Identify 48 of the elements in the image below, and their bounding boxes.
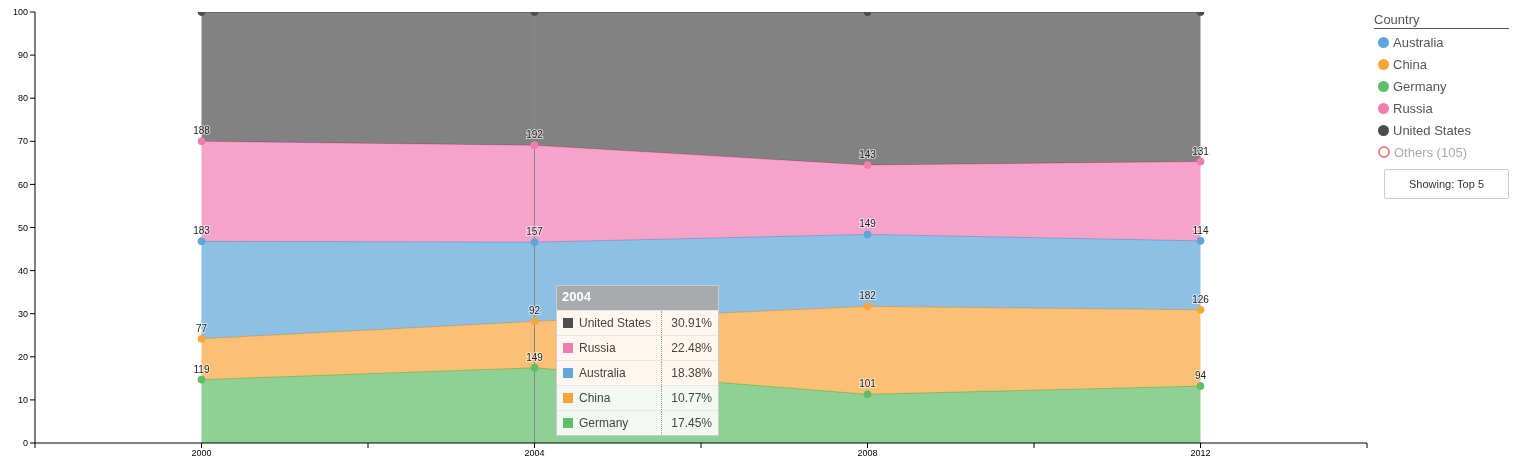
y-tick-label: 80	[17, 93, 28, 104]
annotation: 157	[526, 226, 544, 238]
annotation: 101	[859, 378, 877, 390]
x-tick-label: 2008	[857, 448, 878, 459]
annotation: 143	[859, 149, 877, 161]
showing-button: Showing: Top 5	[1384, 169, 1509, 199]
annotation: Australia	[579, 366, 626, 380]
y-tick-label: 70	[17, 136, 28, 147]
annotation: 182	[859, 290, 877, 302]
y-tick-label: 0	[22, 438, 28, 449]
annotation: 2004	[557, 286, 718, 310]
annotation: China	[579, 391, 611, 405]
x-tick-label: 2004	[524, 448, 545, 459]
y-tick-label: 60	[17, 179, 28, 190]
annotation: 17.45%	[670, 416, 713, 430]
y-tick-label: 50	[17, 222, 28, 233]
annotation: 119	[193, 363, 210, 375]
legend-label: Russia	[1393, 100, 1433, 116]
text: Others (105)	[1394, 144, 1467, 160]
annotation: 30.91%	[670, 316, 713, 330]
annotation: 114	[1192, 224, 1209, 236]
annotation: 149	[859, 218, 877, 230]
x-tick-label: 2000	[191, 448, 212, 459]
annotation: 192	[526, 129, 544, 141]
annotation: 18.38%	[670, 366, 713, 380]
annotation: 183	[193, 225, 211, 237]
y-tick-label: 40	[17, 265, 28, 276]
legend-label: Australia	[1393, 34, 1444, 50]
y-tick-label: 10	[17, 395, 28, 406]
annotation: United States	[579, 316, 652, 330]
annotation: 22.48%	[670, 341, 713, 355]
legend-label: Germany	[1393, 78, 1447, 94]
annotation: 149	[526, 351, 544, 363]
annotation: 94	[1194, 370, 1207, 382]
annotation: Russia	[579, 341, 616, 355]
annotation: 126	[1192, 293, 1210, 305]
legend-title: Country	[1374, 12, 1509, 29]
annotation: Germany	[579, 416, 629, 430]
annotation: 10.77%	[670, 391, 713, 405]
x-tick-label: 2012	[1190, 448, 1211, 459]
legend-label: United States	[1393, 122, 1472, 138]
y-tick-label: 20	[17, 351, 28, 362]
annotation: 92	[528, 305, 541, 317]
legend-label: China	[1393, 56, 1427, 72]
y-tick-label: 100	[12, 7, 28, 18]
y-tick-label: 90	[17, 50, 28, 61]
y-tick-label: 30	[17, 308, 28, 319]
annotation: 77	[195, 322, 208, 334]
